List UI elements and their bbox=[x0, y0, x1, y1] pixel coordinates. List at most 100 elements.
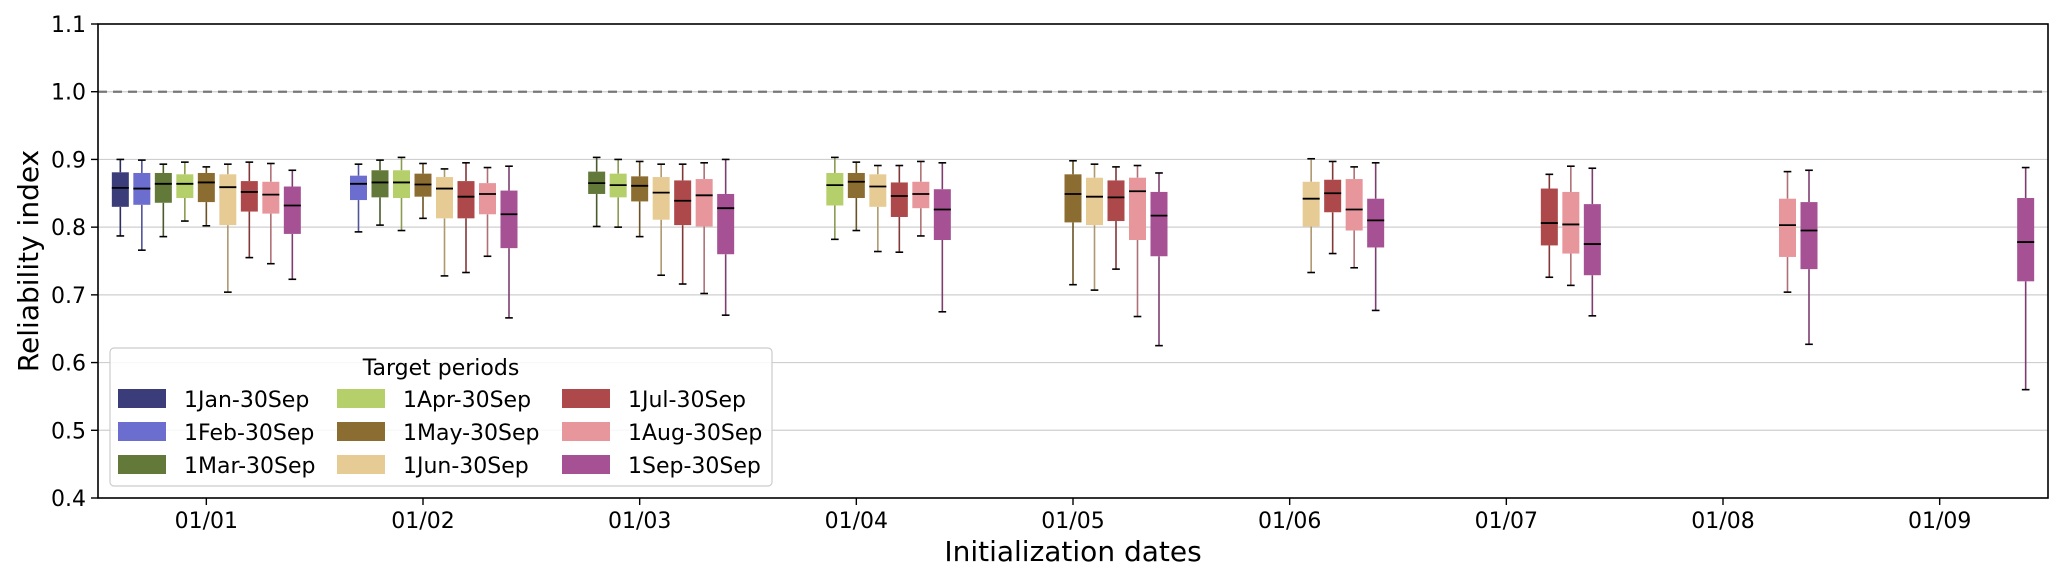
legend-frame bbox=[109, 347, 773, 487]
y-tick-label: 0.9 bbox=[51, 148, 86, 173]
box-body bbox=[1150, 191, 1168, 257]
legend-entry: 1Feb-30Sep bbox=[184, 421, 314, 446]
box-body bbox=[1302, 181, 1320, 227]
x-tick-label: 01/02 bbox=[391, 509, 454, 534]
box-1Sep-30Sep-01/03 bbox=[717, 158, 735, 316]
box-body bbox=[933, 189, 951, 241]
box-1Jul-30Sep-01/02 bbox=[457, 162, 475, 274]
legend-title: Target periods bbox=[362, 356, 520, 381]
box-1Mar-30Sep-01/03 bbox=[588, 156, 606, 228]
box-body bbox=[1064, 174, 1082, 223]
box-1Sep-30Sep-01/09 bbox=[2017, 166, 2035, 391]
box-1Sep-30Sep-01/07 bbox=[1583, 167, 1601, 317]
x-tick-label: 01/09 bbox=[1908, 509, 1971, 534]
box-body bbox=[436, 177, 453, 219]
box-1Apr-30Sep-01/03 bbox=[609, 158, 627, 228]
box-1Jan-30Sep-01/01 bbox=[111, 158, 129, 237]
y-axis-label: Reliability index bbox=[12, 150, 45, 372]
box-1Jul-30Sep-01/01 bbox=[240, 161, 258, 259]
box-1Jun-30Sep-01/06 bbox=[1302, 157, 1320, 274]
legend-swatch bbox=[562, 422, 610, 441]
x-tick-label: 01/05 bbox=[1041, 509, 1104, 534]
box-body bbox=[1779, 198, 1796, 257]
box-body bbox=[1367, 198, 1385, 248]
box-body bbox=[717, 193, 735, 255]
box-1Jul-30Sep-01/07 bbox=[1540, 173, 1558, 279]
y-tick-label: 0.8 bbox=[51, 216, 86, 241]
legend-entry: 1May-30Sep bbox=[403, 421, 540, 446]
box-body bbox=[457, 181, 475, 219]
box-body bbox=[2017, 198, 2035, 282]
box-1Sep-30Sep-01/01 bbox=[283, 169, 301, 281]
legend-entry: 1Jun-30Sep bbox=[403, 454, 529, 479]
box-1Sep-30Sep-01/05 bbox=[1150, 172, 1168, 347]
box-1Mar-30Sep-01/02 bbox=[371, 159, 389, 226]
box-body bbox=[393, 170, 410, 199]
box-1Jun-30Sep-01/04 bbox=[869, 164, 887, 253]
legend-swatch bbox=[118, 389, 166, 408]
box-1Jun-30Sep-01/01 bbox=[219, 163, 237, 293]
box-1Apr-30Sep-01/04 bbox=[826, 156, 844, 241]
y-tick-label: 0.7 bbox=[51, 284, 86, 309]
legend-entry: 1Apr-30Sep bbox=[403, 388, 531, 413]
box-body bbox=[1540, 188, 1558, 246]
y-tick-label: 0.5 bbox=[51, 419, 86, 444]
box-1Apr-30Sep-01/01 bbox=[176, 161, 194, 222]
x-axis-label: Initialization dates bbox=[944, 535, 1201, 568]
legend-swatch bbox=[562, 389, 610, 408]
box-body bbox=[219, 174, 237, 226]
legend-swatch bbox=[337, 455, 385, 474]
box-1Aug-30Sep-01/03 bbox=[695, 162, 713, 295]
box-1Jul-30Sep-01/05 bbox=[1107, 166, 1125, 270]
legend: Target periods 1Jan-30Sep 1Feb-30Sep 1Mar-… bbox=[109, 347, 773, 487]
box-body bbox=[262, 181, 280, 214]
box-body bbox=[154, 172, 172, 203]
x-tick-label: 01/03 bbox=[608, 509, 671, 534]
box-body bbox=[1129, 177, 1146, 241]
box-body bbox=[240, 181, 258, 212]
box-body bbox=[695, 179, 713, 227]
box-body bbox=[111, 172, 129, 207]
box-1May-30Sep-01/04 bbox=[847, 161, 865, 232]
legend-entry: 1Sep-30Sep bbox=[628, 454, 761, 479]
x-axis: 01/01 01/02 01/03 01/04 01/05 01/06 01/07 01/08… bbox=[175, 498, 1971, 534]
box-body bbox=[869, 174, 887, 207]
box-1May-30Sep-01/02 bbox=[414, 162, 432, 220]
box-body bbox=[350, 175, 367, 201]
box-1Jul-30Sep-01/06 bbox=[1324, 160, 1342, 255]
x-tick-label: 01/07 bbox=[1475, 509, 1538, 534]
box-1Jun-30Sep-01/05 bbox=[1086, 163, 1103, 291]
x-tick-label: 01/04 bbox=[825, 509, 888, 534]
box-1Jun-30Sep-01/03 bbox=[652, 163, 670, 277]
x-tick-label: 01/06 bbox=[1258, 509, 1321, 534]
box-1Jun-30Sep-01/02 bbox=[436, 168, 453, 277]
legend-swatch bbox=[118, 455, 166, 474]
box-body bbox=[197, 172, 215, 203]
box-body bbox=[912, 181, 930, 209]
box-body bbox=[1324, 179, 1342, 213]
box-1Jul-30Sep-01/03 bbox=[674, 163, 692, 285]
box-1Aug-30Sep-01/07 bbox=[1562, 165, 1580, 287]
box-body bbox=[847, 172, 865, 199]
y-tick-label: 1.1 bbox=[51, 13, 86, 38]
legend-entry: 1Aug-30Sep bbox=[628, 421, 762, 446]
box-1Jul-30Sep-01/04 bbox=[890, 164, 908, 253]
legend-swatch bbox=[337, 422, 385, 441]
box-1Aug-30Sep-01/01 bbox=[262, 162, 280, 265]
y-axis: 0.4 0.5 0.6 0.7 0.8 0.9 1.0 1.1 bbox=[51, 13, 98, 512]
box-1Aug-30Sep-01/04 bbox=[912, 160, 930, 237]
box-body bbox=[1562, 191, 1580, 254]
box-body bbox=[176, 174, 194, 199]
box-1Aug-30Sep-01/08 bbox=[1779, 170, 1796, 293]
box-1Sep-30Sep-01/02 bbox=[500, 165, 518, 319]
box-body bbox=[1345, 179, 1363, 231]
box-body bbox=[1800, 202, 1818, 270]
box-1Aug-30Sep-01/06 bbox=[1345, 166, 1363, 269]
box-1May-30Sep-01/03 bbox=[631, 160, 649, 238]
box-body bbox=[1583, 204, 1601, 276]
box-body bbox=[479, 183, 496, 215]
y-tick-label: 0.4 bbox=[51, 487, 86, 512]
legend-swatch bbox=[118, 422, 166, 441]
box-1Aug-30Sep-01/02 bbox=[479, 166, 496, 258]
box-1Feb-30Sep-01/02 bbox=[350, 163, 367, 233]
